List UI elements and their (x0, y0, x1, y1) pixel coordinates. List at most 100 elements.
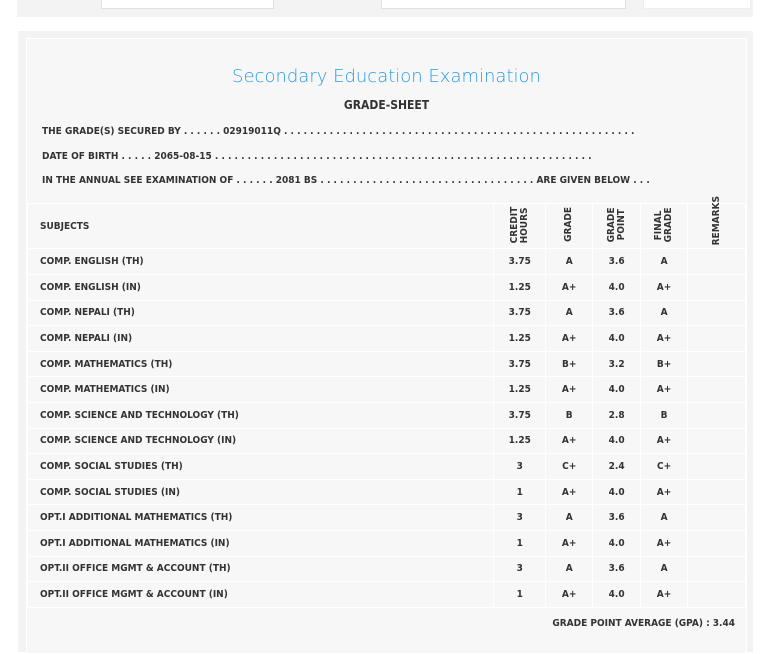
grade-point-cell: 3.2 (592, 350, 642, 378)
table-row: COMP. ENGLISH (IN) 1.25 A+ 4.0 A+ (26, 273, 746, 301)
header-credit: CREDIT HOURS (508, 206, 530, 244)
table-row: COMP. SOCIAL STUDIES (TH) 3 C+ 2.4 C+ (26, 453, 746, 480)
grade-cell: A+ (545, 478, 594, 506)
result-panel: Secondary Education Examination GRADE-SH… (18, 31, 753, 654)
grade-point-cell: 4.0 (592, 529, 642, 557)
grade-point-cell: 2.8 (592, 401, 642, 429)
grade-cell: A+ (545, 581, 594, 608)
grade-cell: B (545, 401, 594, 429)
table-row: OPT.II OFFICE MGMT & ACCOUNT (TH) 3 A 3.6 A (26, 555, 746, 583)
final-grade-cell: A (640, 248, 689, 275)
grade-sheet: Secondary Education Examination GRADE-SH… (26, 38, 747, 654)
grade-cell: A+ (545, 325, 594, 352)
credit-hours-cell: 1.25 (493, 427, 547, 455)
table-row: COMP. NEPALI (IN) 1.25 A+ 4.0 A+ (26, 325, 746, 352)
table-row: COMP. SCIENCE AND TECHNOLOGY (IN) 1.25 A+ 4… (26, 427, 746, 455)
credit-hours-cell: 1.25 (493, 376, 547, 403)
exam-year: IN THE ANNUAL SEE EXAMINATION OF . . . .… (42, 175, 650, 186)
search-bar (17, 0, 753, 17)
grade-cell: A (545, 299, 594, 327)
credit-hours-cell: 3.75 (493, 248, 547, 275)
grade-cell: A (545, 555, 594, 583)
dob-input[interactable] (381, 0, 626, 9)
credit-hours-cell: 1.25 (493, 325, 547, 352)
credit-hours-cell: 1.25 (493, 273, 547, 301)
credit-hours-cell: 1 (493, 478, 547, 506)
credit-hours-cell: 3 (493, 555, 547, 583)
table-row: OPT.II OFFICE MGMT & ACCOUNT (IN) 1 A+ 4.0 A… (26, 581, 746, 608)
remarks-cell (687, 427, 746, 455)
remarks-cell (687, 248, 746, 275)
header-remarks: REMARKS (710, 196, 722, 246)
final-grade-cell: A (640, 555, 689, 583)
grade-point-cell: 2.4 (592, 453, 642, 480)
remarks-cell (687, 478, 746, 506)
subject-cell: OPT.II OFFICE MGMT & ACCOUNT (IN) (26, 581, 495, 608)
remarks-cell (687, 504, 746, 531)
grade-point-cell: 3.6 (592, 504, 642, 531)
grade-point-cell: 3.6 (592, 555, 642, 583)
grade-point-cell: 4.0 (592, 581, 642, 608)
credit-hours-cell: 1 (493, 581, 547, 608)
table-row: COMP. ENGLISH (TH) 3.75 A 3.6 A (26, 248, 746, 275)
final-grade-cell: A+ (640, 581, 689, 608)
final-grade-cell: A+ (640, 529, 689, 557)
final-grade-cell: A (640, 299, 689, 327)
grade-cell: A+ (545, 427, 594, 455)
grade-point-cell: 3.6 (592, 299, 642, 327)
table-row: COMP. MATHEMATICS (TH) 3.75 B+ 3.2 B+ (26, 350, 746, 378)
grade-cell: C+ (545, 453, 594, 480)
table-row: COMP. MATHEMATICS (IN) 1.25 A+ 4.0 A+ (26, 376, 746, 403)
subject-cell: OPT.II OFFICE MGMT & ACCOUNT (TH) (26, 555, 495, 583)
symbol-input[interactable] (101, 0, 274, 9)
page-title: Secondary Education Examination (232, 66, 541, 87)
header-subjects: SUBJECTS (26, 202, 495, 250)
grade-cell: A (545, 504, 594, 531)
grade-point-cell: 4.0 (592, 376, 642, 403)
subject-cell: COMP. NEPALI (TH) (26, 299, 495, 327)
final-grade-cell: A+ (640, 478, 689, 506)
subject-cell: COMP. SCIENCE AND TECHNOLOGY (TH) (26, 401, 495, 429)
remarks-cell (687, 273, 746, 301)
secured-by: THE GRADE(S) SECURED BY . . . . . . 0291… (42, 126, 635, 137)
table-row: COMP. SOCIAL STUDIES (IN) 1 A+ 4.0 A+ (26, 478, 746, 506)
remarks-cell (687, 376, 746, 403)
table-row: COMP. SCIENCE AND TECHNOLOGY (TH) 3.75 B 2.… (26, 401, 746, 429)
grade-point-cell: 4.0 (592, 325, 642, 352)
final-grade-cell: A (640, 504, 689, 531)
credit-hours-cell: 3.75 (493, 401, 547, 429)
final-grade-cell: B+ (640, 350, 689, 378)
credit-hours-cell: 1 (493, 529, 547, 557)
table-row: OPT.I ADDITIONAL MATHEMATICS (IN) 1 A+ 4.0 A… (26, 529, 746, 557)
final-grade-cell: A+ (640, 325, 689, 352)
date-of-birth: DATE OF BIRTH . . . . . 2065-08-15 . . .… (42, 151, 592, 162)
subject-cell: COMP. SCIENCE AND TECHNOLOGY (IN) (26, 427, 495, 455)
grade-cell: A+ (545, 529, 594, 557)
grades-table: SUBJECTS CREDIT HOURS GRADE GRADE POINT … (26, 196, 746, 608)
header-final: FINAL GRADE (653, 207, 675, 243)
final-grade-cell: B (640, 401, 689, 429)
grade-point-cell: 4.0 (592, 478, 642, 506)
remarks-cell (687, 299, 746, 327)
header-point: GRADE POINT (605, 207, 627, 243)
remarks-cell (687, 555, 746, 583)
credit-hours-cell: 3.75 (493, 350, 547, 378)
remarks-cell (687, 529, 746, 557)
final-grade-cell: A+ (640, 427, 689, 455)
header-grade: GRADE (563, 207, 575, 243)
subject-cell: COMP. MATHEMATICS (TH) (26, 350, 495, 378)
final-grade-cell: A+ (640, 273, 689, 301)
credit-hours-cell: 3 (493, 453, 547, 480)
grade-cell: A+ (545, 376, 594, 403)
subject-cell: COMP. ENGLISH (IN) (26, 273, 495, 301)
subtitle: GRADE-SHEET (343, 98, 430, 112)
table-header: SUBJECTS CREDIT HOURS GRADE GRADE POINT … (26, 196, 746, 250)
remarks-cell (687, 325, 746, 352)
remarks-cell (687, 581, 746, 608)
subject-cell: COMP. MATHEMATICS (IN) (26, 376, 495, 403)
submit-button[interactable] (643, 0, 751, 9)
subject-cell: COMP. SOCIAL STUDIES (TH) (26, 453, 495, 480)
table-row: COMP. NEPALI (TH) 3.75 A 3.6 A (26, 299, 746, 327)
final-grade-cell: A+ (640, 376, 689, 403)
subject-cell: COMP. ENGLISH (TH) (26, 248, 495, 275)
